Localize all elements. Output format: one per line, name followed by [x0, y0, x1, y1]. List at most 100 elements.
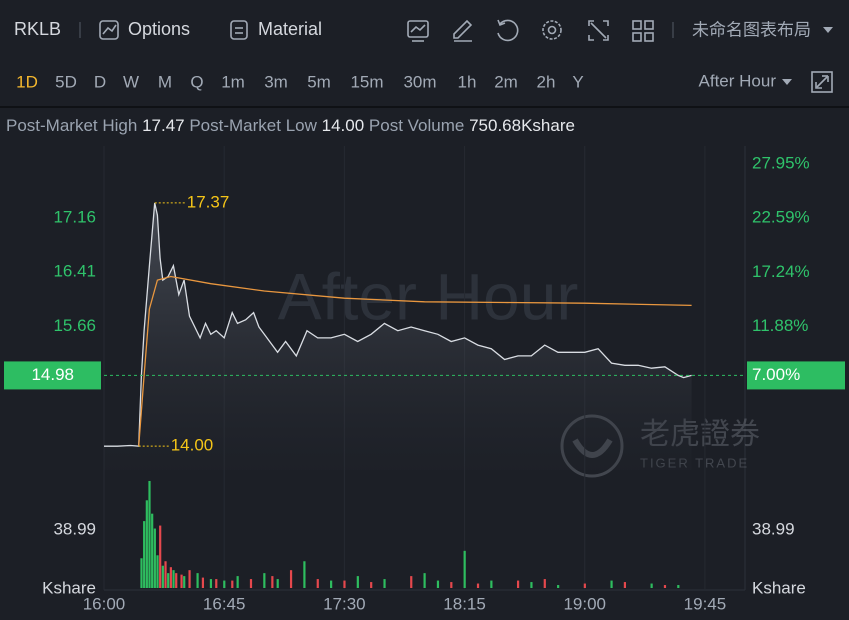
- volume-bar: [183, 576, 186, 588]
- volume-bar: [583, 583, 586, 588]
- stat-value: 17.47: [142, 116, 185, 135]
- volume-bar: [236, 576, 239, 588]
- material-button[interactable]: Material: [258, 19, 322, 39]
- volume-bar: [303, 561, 306, 588]
- volume-bar: [383, 579, 386, 588]
- volume-bar: [263, 573, 266, 588]
- layout-name[interactable]: 未命名图表布局: [692, 20, 811, 39]
- volume-bar: [450, 582, 453, 588]
- last-price-label: 14.98: [31, 365, 74, 384]
- volume-bar: [161, 565, 164, 588]
- period-button[interactable]: 15m: [350, 72, 383, 91]
- session-selector[interactable]: After Hour: [699, 71, 777, 90]
- volume-bar: [530, 582, 533, 588]
- fullscreen-icon[interactable]: [588, 20, 609, 41]
- options-icon[interactable]: [99, 20, 119, 40]
- volume-bar: [151, 513, 154, 588]
- period-button[interactable]: 1h: [458, 72, 477, 91]
- period-button[interactable]: 30m: [403, 72, 436, 91]
- period-button[interactable]: 5m: [307, 72, 331, 91]
- stats-line: Post-Market High 17.47 Post-Market Low 1…: [6, 116, 575, 135]
- volume-bar: [276, 579, 279, 588]
- volume-bar: [201, 577, 205, 588]
- annotation-label: 14.00: [171, 436, 214, 455]
- annotation-label: 17.37: [187, 192, 230, 211]
- period-button[interactable]: 1m: [221, 72, 245, 91]
- x-tick-label: 16:00: [83, 594, 126, 613]
- indicator-icon[interactable]: [407, 20, 429, 42]
- material-icon[interactable]: [230, 20, 248, 40]
- volume-bar: [140, 558, 143, 588]
- stat-label: Post-Market Low: [189, 116, 317, 135]
- period-button[interactable]: Y: [572, 72, 583, 91]
- volume-bar: [677, 585, 680, 588]
- volume-bar: [289, 570, 293, 588]
- price-line: [104, 202, 692, 447]
- symbol[interactable]: RKLB: [14, 19, 61, 39]
- price-area: [104, 202, 692, 470]
- y2-tick-label: 22.59%: [752, 208, 810, 227]
- x-tick-label: 17:30: [323, 594, 366, 613]
- volume-bar: [215, 579, 218, 588]
- volume-bar: [196, 573, 199, 588]
- dropdown-arrow[interactable]: [782, 79, 792, 85]
- volume-bar: [188, 570, 191, 588]
- reset-icon[interactable]: [497, 19, 519, 42]
- x-tick-label: 19:00: [563, 594, 606, 613]
- draw-icon[interactable]: [453, 19, 473, 42]
- volume-bar: [209, 579, 213, 588]
- period-button[interactable]: 1D: [16, 72, 38, 91]
- volume-bar: [145, 500, 148, 588]
- volume-bar: [343, 580, 346, 588]
- volume-unit: Kshare: [752, 578, 806, 597]
- volume-bar: [623, 582, 627, 588]
- y2-tick-label: 11.88%: [752, 316, 808, 335]
- period-bar: 1D 5D D W M Q 1m 3m 5m 15m 30m 1h 2m 2h Y: [16, 72, 584, 91]
- settings-icon[interactable]: [542, 20, 562, 40]
- layout-icon[interactable]: [632, 20, 654, 42]
- x-tick-label: 18:15: [443, 594, 486, 613]
- volume-bar: [167, 573, 170, 588]
- period-button[interactable]: 5D: [55, 72, 77, 91]
- stat-value: 750.68Kshare: [469, 116, 575, 135]
- volume-bar: [370, 582, 373, 588]
- volume-bar: [172, 570, 175, 588]
- y-tick-label: 17.16: [53, 208, 96, 227]
- y-tick-label: 15.66: [53, 316, 96, 335]
- plot: 16:00 16:45 17:30 18:15 19:00 19:45 15.66 16.41…: [4, 146, 845, 613]
- period-button[interactable]: M: [158, 72, 172, 91]
- stat-value: 14.00: [322, 116, 365, 135]
- y2-tick-label: 7.00%: [752, 365, 800, 384]
- y2-tick-label: 27.95%: [752, 154, 810, 173]
- period-button[interactable]: 2h: [537, 72, 556, 91]
- volume-tick-label: 38.99: [752, 520, 795, 539]
- volume-bar: [180, 574, 183, 588]
- expand-icon[interactable]: [811, 71, 833, 93]
- volume-bar: [663, 585, 667, 588]
- period-button[interactable]: 2m: [494, 72, 518, 91]
- volume-bar: [610, 580, 613, 588]
- volume-bar: [516, 580, 520, 588]
- volume-bar: [175, 573, 178, 588]
- volume-bar: [423, 573, 426, 588]
- last-change-box: [747, 361, 845, 390]
- volume-bar: [476, 583, 480, 588]
- volume-bar: [557, 585, 560, 588]
- volume-bar: [164, 561, 167, 588]
- volume-bar: [153, 528, 156, 588]
- period-button[interactable]: Q: [190, 72, 203, 91]
- period-button[interactable]: D: [94, 72, 106, 91]
- period-button[interactable]: 3m: [264, 72, 288, 91]
- dropdown-arrow[interactable]: [823, 27, 833, 33]
- volume-bar: [650, 583, 653, 588]
- volume-bar: [316, 579, 319, 588]
- average-line: [138, 275, 692, 447]
- options-button[interactable]: Options: [128, 19, 190, 39]
- volume-bar: [169, 567, 172, 588]
- volume-bar: [231, 580, 234, 588]
- volume-bar: [148, 480, 151, 588]
- period-button[interactable]: W: [123, 72, 139, 91]
- volume-bar: [356, 576, 359, 588]
